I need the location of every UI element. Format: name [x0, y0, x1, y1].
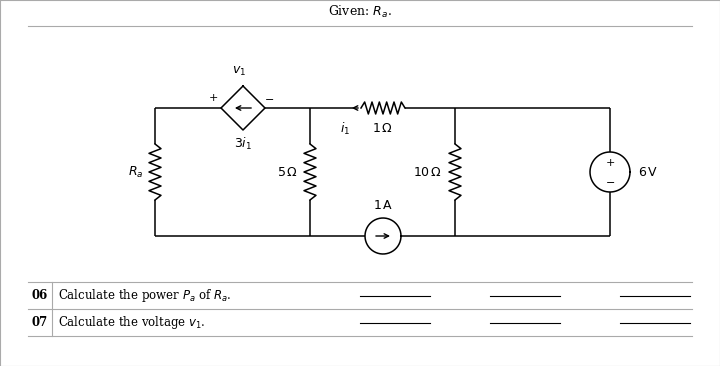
Text: 06: 06 [32, 289, 48, 302]
Text: $v_1$: $v_1$ [232, 65, 246, 78]
Text: $1\,\mathrm{A}$: $1\,\mathrm{A}$ [373, 199, 393, 212]
Text: $+$: $+$ [208, 92, 218, 103]
Text: $10\,\Omega$: $10\,\Omega$ [413, 165, 442, 179]
Text: Given: $R_a$.: Given: $R_a$. [328, 4, 392, 20]
Text: Calculate the voltage $v_1$.: Calculate the voltage $v_1$. [58, 314, 206, 331]
Text: $+$: $+$ [605, 157, 615, 168]
Text: $-$: $-$ [605, 176, 615, 186]
Text: $3i_1$: $3i_1$ [234, 136, 252, 152]
Text: 07: 07 [32, 316, 48, 329]
Text: $5\,\Omega$: $5\,\Omega$ [277, 165, 298, 179]
Text: $R_a$: $R_a$ [127, 164, 143, 180]
Text: $6\,\mathrm{V}$: $6\,\mathrm{V}$ [638, 165, 658, 179]
Text: $i_1$: $i_1$ [340, 121, 350, 137]
Text: $-$: $-$ [264, 93, 274, 103]
Text: $1\,\Omega$: $1\,\Omega$ [372, 122, 394, 135]
Text: Calculate the power $P_a$ of $R_a$.: Calculate the power $P_a$ of $R_a$. [58, 287, 232, 304]
